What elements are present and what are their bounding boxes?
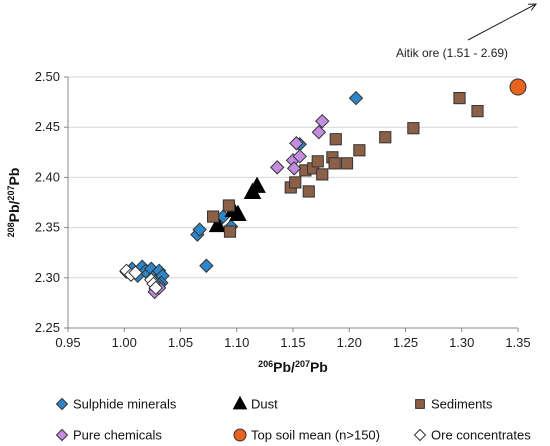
data-point: [311, 155, 324, 168]
y-tick-label: 2.40: [35, 169, 60, 184]
data-point: [509, 78, 527, 96]
legend-label: Pure chemicals: [73, 428, 162, 443]
x-tick-label: 1.20: [337, 335, 362, 350]
data-point: [471, 105, 484, 118]
legend-marker: [415, 399, 425, 409]
tick-labels: 2.25 2.30 2.35 2.40 2.45 2.50 0.95 1.00 1.05 1.10…: [35, 69, 531, 350]
data-point: [222, 199, 235, 212]
axis-titles: 206Pb/207Pb 208Pb/207Pb: [6, 168, 328, 375]
data-point: [148, 280, 163, 296]
legend-label: Ore concentrates: [431, 428, 531, 443]
annotation-group: Aitik ore (1.51 - 2.69): [396, 3, 538, 60]
x-tick-label: 0.95: [55, 335, 80, 350]
data-point: [286, 161, 302, 176]
grid-lines: [68, 76, 518, 329]
legend: Sulphide minerals Dust Sediments Pure chemi…: [55, 395, 531, 443]
annotation-label: Aitik ore (1.51 - 2.69): [396, 46, 508, 60]
legend-marker: [232, 395, 248, 410]
data-point: [208, 215, 227, 233]
x-tick-label: 1.25: [393, 335, 418, 350]
data-point: [348, 90, 364, 106]
legend-entry: Dust: [232, 395, 278, 412]
legend-marker: [55, 428, 69, 442]
data-point: [223, 225, 237, 238]
data-point: [289, 176, 302, 189]
data-point: [379, 131, 392, 144]
legend-label: Sediments: [431, 397, 493, 412]
legend-marker: [233, 428, 247, 442]
y-tick-label: 2.35: [35, 220, 60, 235]
data-point: [289, 136, 304, 151]
x-tick-label: 1.35: [505, 335, 530, 350]
data-point: [311, 125, 327, 140]
series-ore-concentrates: [119, 263, 163, 296]
data-point: [328, 157, 341, 170]
data-point: [329, 133, 342, 146]
data-point: [453, 91, 466, 105]
x-tick-label: 1.30: [449, 335, 474, 350]
legend-marker: [413, 428, 427, 442]
x-tick-label: 1.15: [280, 335, 305, 350]
legend-marker: [55, 397, 69, 411]
data-point: [128, 265, 143, 280]
legend-entry: Top soil mean (n>150): [233, 428, 380, 443]
data-point: [270, 160, 285, 175]
y-axis-title: 208Pb/207Pb: [6, 168, 22, 238]
data-point: [302, 185, 315, 198]
data-point: [248, 176, 266, 193]
legend-entry: Sediments: [415, 397, 493, 412]
series-top-soil-mean-n-150: [509, 78, 527, 96]
data-point: [192, 222, 207, 237]
data-point: [199, 258, 214, 273]
x-tick-label: 1.05: [168, 335, 193, 350]
y-tick-label: 2.45: [35, 119, 60, 134]
data-point: [407, 122, 420, 135]
x-tick-label: 1.00: [112, 335, 137, 350]
legend-entry: Sulphide minerals: [55, 397, 177, 412]
annotation-arrowhead: [527, 3, 538, 11]
data-point: [315, 113, 330, 129]
series-sediments: [207, 91, 484, 238]
data-point: [340, 157, 354, 170]
data-point: [292, 149, 307, 164]
data-point: [353, 144, 366, 157]
legend-entry: Pure chemicals: [55, 428, 162, 443]
series-dust: [208, 176, 266, 233]
legend-label: Top soil mean (n>150): [251, 428, 380, 443]
legend-entry: Ore concentrates: [413, 428, 531, 443]
y-tick-label: 2.30: [35, 270, 60, 285]
x-tick-label: 1.10: [224, 335, 249, 350]
annotation-arrow: [467, 3, 537, 41]
legend-label: Dust: [251, 397, 278, 412]
data-point: [207, 210, 220, 223]
data-point: [316, 168, 329, 181]
series-pure-chemicals: [147, 113, 330, 300]
data-points: [119, 78, 527, 300]
y-tick-label: 2.50: [35, 69, 60, 84]
axes: [64, 76, 519, 332]
y-tick-label: 2.25: [35, 320, 60, 335]
x-axis-title: 206Pb/207Pb: [258, 359, 328, 375]
data-point: [229, 204, 247, 222]
legend-label: Sulphide minerals: [73, 397, 177, 412]
